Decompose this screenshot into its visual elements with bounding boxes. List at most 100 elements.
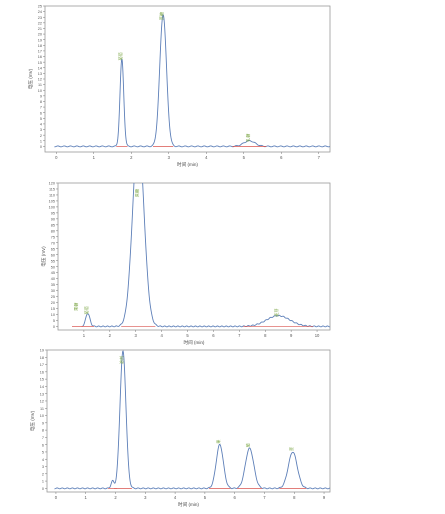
- x-tick-label: 0: [55, 155, 58, 160]
- y-axis-label: 电压 (mV): [29, 410, 36, 431]
- chart-panel-1: 0123456789101112131415161718192021222324…: [27, 5, 331, 168]
- x-tick-label: 5: [243, 155, 246, 160]
- peak-label: 果: [216, 439, 222, 444]
- peak-label: 蔗糖: [158, 11, 165, 20]
- y-tick-label: 0: [42, 487, 44, 491]
- y-tick-label: 12: [40, 400, 44, 404]
- x-tick-label: 7: [318, 155, 321, 160]
- y-tick-label: 11: [40, 407, 44, 411]
- x-tick-label: 6: [280, 155, 283, 160]
- y-tick-label: 13: [38, 72, 42, 76]
- y-tick-label: 13: [40, 392, 44, 396]
- y-tick-label: 19: [40, 349, 44, 353]
- x-tick-label: 7: [238, 333, 241, 338]
- y-tick-label: 90: [51, 217, 55, 221]
- y-tick-label: 95: [51, 211, 55, 215]
- y-tick-label: 4: [42, 458, 44, 462]
- y-tick-label: 24: [38, 10, 42, 14]
- signal-trace: [82, 183, 330, 328]
- y-tick-label: 15: [38, 61, 42, 65]
- x-tick-label: 7: [263, 495, 266, 500]
- y-tick-label: 30: [51, 289, 55, 293]
- y-tick-label: 85: [51, 223, 55, 227]
- peak-label: 乳糖: [244, 133, 251, 142]
- y-tick-label: 9: [42, 421, 44, 425]
- y-tick-label: 6: [42, 443, 44, 447]
- y-tick-label: 2: [42, 472, 44, 476]
- y-tick-label: 17: [38, 50, 42, 54]
- y-tick-label: 5: [53, 319, 55, 323]
- peak-label: 葡萄: [117, 52, 124, 60]
- x-tick-label: 9: [290, 333, 293, 338]
- x-tick-label: 8: [293, 495, 296, 500]
- y-tick-label: 110: [49, 194, 55, 198]
- y-tick-label: 5: [40, 117, 42, 121]
- y-tick-label: 14: [38, 66, 42, 70]
- y-tick-label: 4: [40, 123, 42, 127]
- y-tick-label: 15: [40, 378, 44, 382]
- x-axis-label: 时间 (min): [177, 161, 198, 168]
- y-tick-label: 80: [51, 229, 55, 233]
- y-tick-label: 12: [38, 78, 42, 82]
- y-tick-label: 20: [51, 301, 55, 305]
- y-tick-label: 11: [38, 83, 42, 87]
- y-tick-label: 3: [40, 128, 42, 132]
- y-tick-label: 18: [40, 356, 44, 360]
- y-tick-label: 7: [42, 436, 44, 440]
- x-tick-label: 1: [85, 495, 88, 500]
- x-tick-label: 0: [55, 495, 58, 500]
- x-tick-label: 5: [204, 495, 207, 500]
- x-tick-label: 3: [144, 495, 147, 500]
- x-tick-label: 2: [109, 333, 112, 338]
- x-tick-label: 9: [323, 495, 326, 500]
- y-tick-label: 5: [42, 451, 44, 455]
- y-tick-label: 10: [40, 414, 44, 418]
- y-axis-label: 电压 (mV): [40, 246, 47, 267]
- y-tick-label: 0: [53, 325, 55, 329]
- y-tick-label: 14: [40, 385, 44, 389]
- x-axis-label: 时间 (min): [178, 501, 199, 508]
- peak-label: 麦芽: [273, 308, 280, 316]
- signal-trace: [54, 350, 330, 490]
- x-tick-label: 5: [186, 333, 189, 338]
- y-axis-label: 电压 (mV): [27, 68, 34, 89]
- y-tick-label: 2: [40, 134, 42, 138]
- x-tick-label: 8: [264, 333, 267, 338]
- peak-label: 溶剂: [118, 356, 125, 364]
- plot-frame: [44, 5, 331, 153]
- y-tick-label: 40: [51, 277, 55, 281]
- y-tick-label: 100: [49, 206, 55, 210]
- x-tick-label: 4: [160, 333, 163, 338]
- y-tick-label: 23: [38, 16, 42, 20]
- peak-label: 葡: [245, 443, 252, 447]
- y-tick-label: 8: [42, 429, 44, 433]
- x-tick-label: 1: [83, 333, 86, 338]
- y-tick-label: 9: [40, 94, 42, 98]
- y-tick-label: 60: [51, 253, 55, 257]
- plot-frame: [57, 182, 331, 331]
- y-tick-label: 17: [40, 363, 44, 367]
- x-tick-label: 4: [174, 495, 177, 500]
- y-tick-label: 25: [38, 5, 42, 9]
- y-tick-label: 0: [40, 145, 42, 149]
- peak-label: 蔗: [288, 447, 295, 451]
- y-tick-label: 22: [38, 21, 42, 25]
- x-tick-label: 2: [114, 495, 117, 500]
- chart-panel-2: 0510152025303540455055606570758085909510…: [40, 182, 331, 346]
- y-tick-label: 115: [49, 188, 55, 192]
- peak-label: 葡萄: [83, 306, 90, 314]
- y-tick-label: 70: [51, 241, 55, 245]
- y-tick-label: 15: [51, 307, 55, 311]
- y-tick-label: 10: [51, 313, 55, 317]
- x-tick-label: 6: [212, 333, 215, 338]
- y-tick-label: 6: [40, 111, 42, 115]
- y-tick-label: 1: [42, 480, 44, 484]
- x-tick-label: 10: [315, 333, 320, 338]
- x-axis-label: 时间 (min): [184, 339, 205, 346]
- y-tick-label: 25: [51, 295, 55, 299]
- plot-frame: [46, 349, 331, 493]
- x-tick-label: 1: [93, 155, 96, 160]
- x-tick-label: 3: [168, 155, 171, 160]
